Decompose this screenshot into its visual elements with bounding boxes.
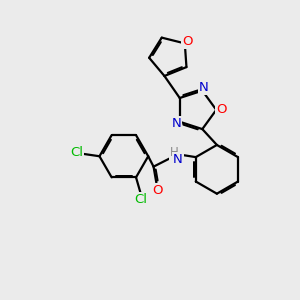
Text: O: O (182, 35, 193, 48)
Text: N: N (199, 81, 209, 94)
Text: Cl: Cl (70, 146, 83, 159)
Text: Cl: Cl (135, 193, 148, 206)
Text: O: O (216, 103, 227, 116)
Text: O: O (152, 184, 162, 197)
Text: H: H (170, 146, 179, 159)
Text: N: N (171, 117, 181, 130)
Text: N: N (173, 153, 183, 166)
